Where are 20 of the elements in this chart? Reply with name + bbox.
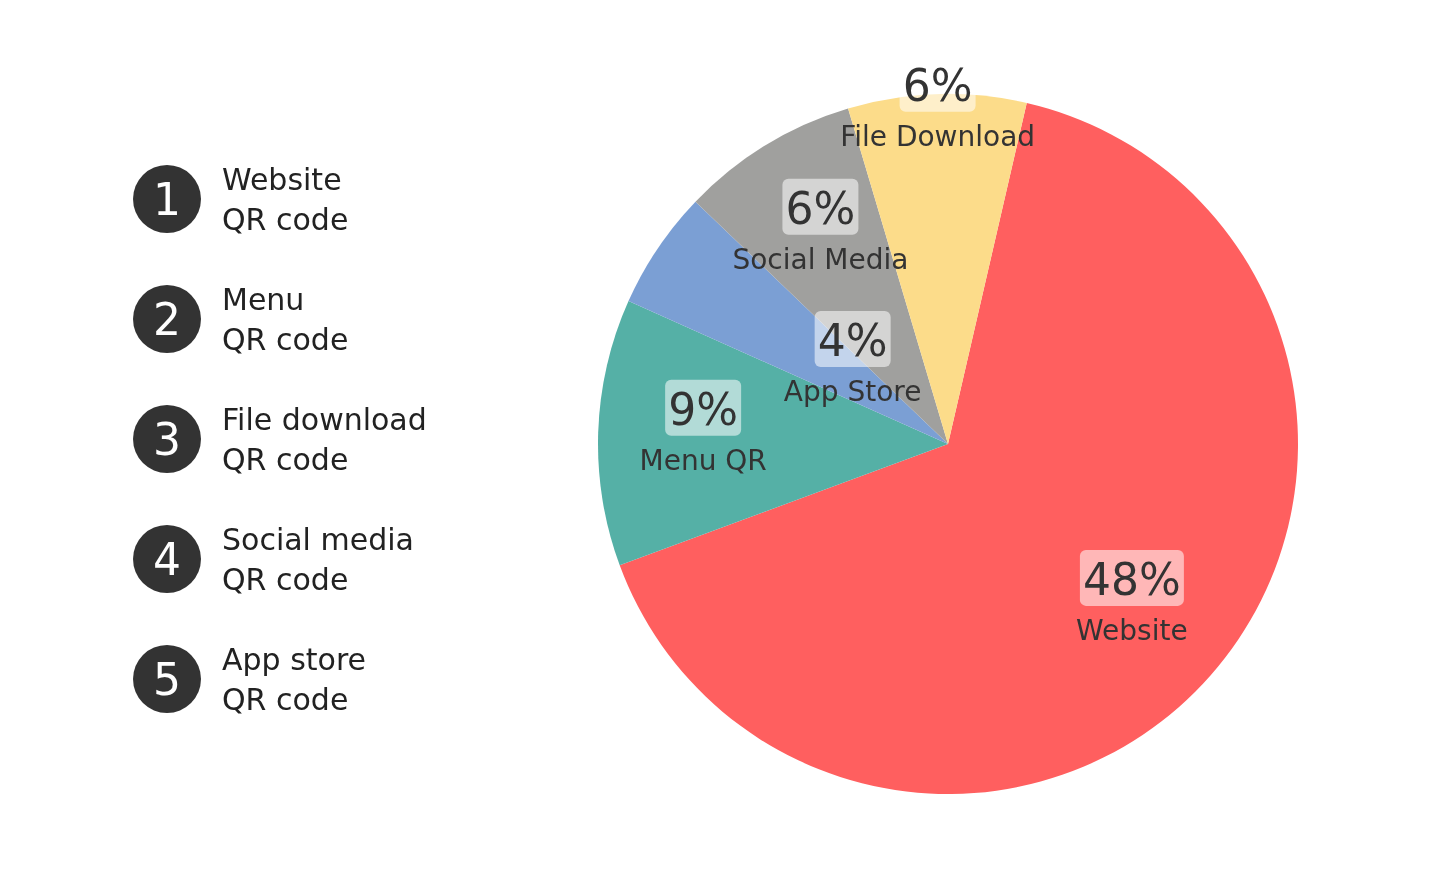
text: App store QR code — [222, 642, 367, 717]
data-label: 4% — [817, 315, 888, 367]
pie-slice — [598, 301, 948, 566]
text: 5 — [153, 654, 181, 705]
text: 2 — [153, 294, 181, 345]
text: 4 — [153, 534, 181, 585]
text: Menu QR code — [222, 282, 349, 357]
data-label: 6% — [785, 182, 856, 234]
text: Website QR code — [222, 162, 349, 237]
slice-label: Website — [1076, 613, 1188, 647]
text: 3 — [153, 414, 181, 465]
text: 1 — [153, 174, 181, 225]
slice-label: Menu QR — [639, 443, 767, 477]
data-label: 9% — [668, 383, 739, 435]
pie-slice — [619, 102, 1298, 794]
text: File download QR code — [222, 402, 427, 477]
text: Social media QR code — [222, 522, 414, 597]
data-label: 48% — [1083, 553, 1181, 605]
data-label: 6% — [902, 59, 973, 111]
slice-label: App Store — [783, 375, 922, 409]
